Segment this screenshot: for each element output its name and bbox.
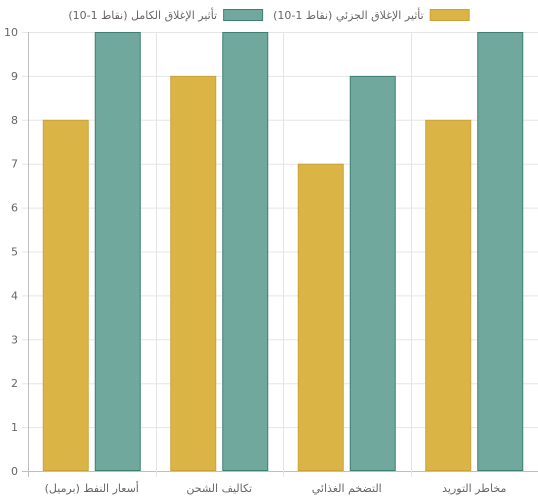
bars — [42, 32, 524, 472]
y-tick-label: 7 — [11, 158, 18, 171]
x-tick-label: تكاليف الشحن — [186, 482, 252, 495]
x-tick-label: التضخم الغذائي — [312, 482, 382, 495]
tick-labels: 0 1 2 3 4 5 6 7 8 9 10 أسعار النفط (برميل) تكاليف ال… — [4, 26, 506, 495]
legend: تأثير الإغلاق الجزئي (نقاط 1-10) تأثير ال… — [68, 7, 470, 22]
legend-swatch[interactable] — [223, 9, 264, 21]
bar[interactable] — [297, 163, 344, 471]
bar[interactable] — [94, 32, 141, 471]
y-tick-label: 9 — [11, 70, 18, 83]
y-tick-label: 4 — [11, 289, 18, 302]
y-tick-label: 2 — [11, 377, 18, 390]
bar[interactable] — [349, 75, 396, 472]
x-tick-label: مخاطر التوريد — [442, 482, 506, 495]
y-tick-label: 5 — [11, 246, 18, 259]
bar[interactable] — [170, 75, 217, 472]
legend-label[interactable]: تأثير الإغلاق الجزئي (نقاط 1-10) — [273, 7, 424, 22]
y-tick-label: 3 — [11, 333, 18, 346]
bar[interactable] — [42, 119, 89, 472]
y-tick-label: 6 — [11, 202, 18, 215]
bar[interactable] — [425, 119, 472, 472]
y-tick-label: 0 — [11, 465, 18, 478]
legend-swatch[interactable] — [429, 9, 470, 21]
y-tick-label: 8 — [11, 114, 18, 127]
x-tick-label: أسعار النفط (برميل) — [45, 481, 139, 495]
legend-label[interactable]: تأثير الإغلاق الكامل (نقاط 1-10) — [68, 7, 217, 22]
y-tick-label: 10 — [4, 26, 18, 39]
bar[interactable] — [222, 32, 269, 471]
bar[interactable] — [477, 32, 524, 471]
y-tick-label: 1 — [11, 421, 18, 434]
